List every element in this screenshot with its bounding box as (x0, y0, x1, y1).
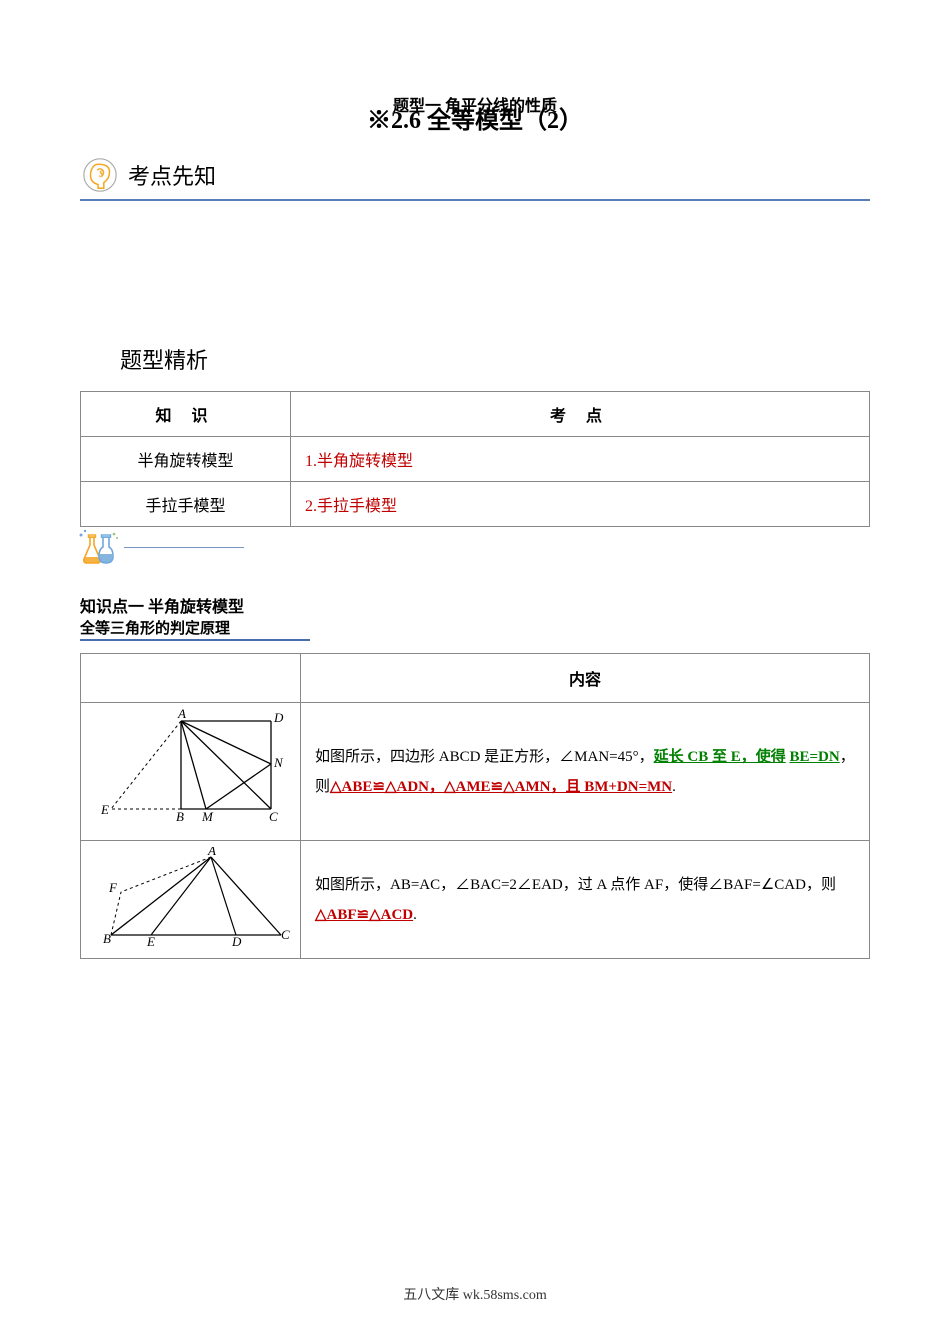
svg-text:$: $ (98, 169, 104, 180)
svg-text:D: D (231, 934, 242, 947)
section-title-kaodian: 考点先知 (128, 159, 216, 191)
overview-row: 半角旋转模型 1.半角旋转模型 (81, 437, 870, 482)
flask-icon (76, 529, 120, 565)
figure-cell-2: A B C D E F (81, 841, 301, 959)
svg-text:E: E (100, 802, 109, 817)
desc2-red: △ABF≌△ACD (315, 907, 413, 923)
desc1-green1: 延长 CB 至 E，使得 (654, 749, 786, 765)
figure-1-svg: A D N C M B E (91, 709, 291, 829)
knowledge-heading: 知识点一 半角旋转模型 (80, 593, 870, 617)
content-header-blank (81, 654, 301, 703)
page-footer: 五八文库 wk.58sms.com (0, 1284, 950, 1304)
title-overlay-top: 题型一 角平分线的性质 (393, 92, 557, 116)
overview-header-knowledge: 知 识 (81, 392, 291, 437)
page-title-block: 题型一 角平分线的性质 ※2.6 全等模型（2） (80, 100, 870, 135)
content-row-2: A B C D E F 如图所示，AB=AC，∠BAC=2∠EAD，过 A 点作… (81, 841, 870, 959)
svg-text:E: E (146, 934, 155, 947)
content-header-right: 内容 (301, 654, 870, 703)
svg-text:M: M (201, 809, 214, 824)
figure-cell-1: A D N C M B E (81, 703, 301, 841)
svg-text:B: B (103, 931, 111, 946)
svg-text:N: N (273, 755, 284, 770)
svg-text:F: F (108, 880, 118, 895)
svg-text:A: A (207, 847, 216, 858)
section-header-tixing: 题型精析 (120, 343, 870, 375)
overview-cell-point: 2.手拉手模型 (291, 482, 870, 527)
overview-table: 知 识 考 点 半角旋转模型 1.半角旋转模型 手拉手模型 2.手拉手模型 (80, 391, 870, 527)
svg-text:D: D (273, 710, 284, 725)
svg-text:C: C (281, 927, 290, 942)
svg-text:B: B (176, 809, 184, 824)
flask-decoration (76, 529, 870, 565)
desc1-green2: BE=DN (789, 749, 839, 765)
content-desc-1: 如图所示，四边形 ABCD 是正方形，∠MAN=45°，延长 CB 至 E，使得… (301, 703, 870, 841)
content-row-1: A D N C M B E 如图所示，四边形 ABCD 是正方形，∠MAN=45… (81, 703, 870, 841)
desc2-end: . (413, 907, 417, 923)
overview-header-point: 考 点 (291, 392, 870, 437)
section-title-tixing: 题型精析 (120, 343, 870, 375)
figure-2-svg: A B C D E F (91, 847, 291, 947)
desc1-red: △ABE≌△ADN，△AME≌△AMN，且 BM+DN=MN (330, 779, 672, 795)
desc1-pre: 如图所示，四边形 ABCD 是正方形，∠MAN=45°， (315, 749, 654, 765)
bulb-head-icon: $ (80, 155, 120, 195)
overview-cell-knowledge: 手拉手模型 (81, 482, 291, 527)
content-table: 内容 (80, 653, 870, 959)
desc1-end: . (672, 779, 676, 795)
overview-cell-point: 1.半角旋转模型 (291, 437, 870, 482)
content-desc-2: 如图所示，AB=AC，∠BAC=2∠EAD，过 A 点作 AF，使得∠BAF=∠… (301, 841, 870, 959)
svg-text:C: C (269, 809, 278, 824)
overview-cell-knowledge: 半角旋转模型 (81, 437, 291, 482)
overview-row: 手拉手模型 2.手拉手模型 (81, 482, 870, 527)
section-header-kaodian: $ 考点先知 (80, 155, 870, 201)
sub-heading: 全等三角形的判定原理 (80, 617, 310, 641)
svg-text:A: A (177, 709, 186, 721)
desc2-pre: 如图所示，AB=AC，∠BAC=2∠EAD，过 A 点作 AF，使得∠BAF=∠… (315, 877, 836, 893)
